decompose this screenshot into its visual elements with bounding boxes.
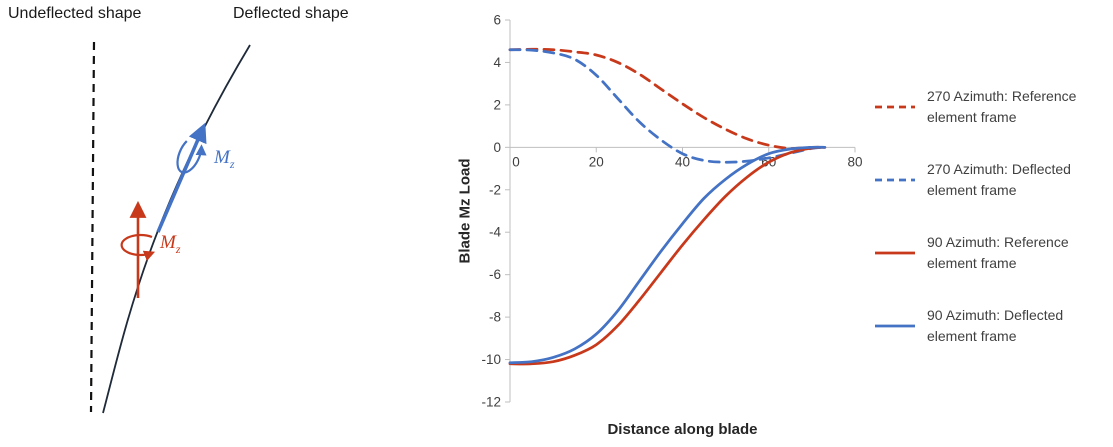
legend-item: 270 Azimuth: Deflected element frame bbox=[874, 143, 1112, 216]
x-tick-label: 0 bbox=[512, 154, 520, 169]
y-tick-label: -2 bbox=[489, 182, 501, 197]
series-line-1 bbox=[508, 47, 827, 150]
legend-label: 90 Azimuth: Reference element frame bbox=[927, 233, 1069, 271]
legend-label: 270 Azimuth: Reference element frame bbox=[927, 87, 1077, 125]
moment-label-deflected: Mz bbox=[214, 147, 235, 171]
x-tick-label: 80 bbox=[847, 154, 862, 169]
series-line-3 bbox=[508, 145, 827, 366]
y-tick-label: -6 bbox=[489, 267, 501, 282]
x-axis-title: Distance along blade bbox=[607, 421, 758, 438]
legend-key-line bbox=[875, 324, 915, 327]
x-tick-label: 20 bbox=[589, 154, 604, 169]
deflection-diagram-svg bbox=[89, 41, 251, 414]
legend-label: 90 Azimuth: Deflected element frame bbox=[927, 306, 1064, 344]
legend-item: 90 Azimuth: Reference element frame bbox=[874, 216, 1112, 289]
deflected-frame-axis-arrow bbox=[156, 122, 207, 233]
y-tick-label: 0 bbox=[493, 140, 501, 155]
series-line-2 bbox=[508, 48, 827, 164]
blue-rotation-arrow bbox=[176, 140, 207, 174]
legend-key-line bbox=[875, 178, 915, 181]
legend-key-line bbox=[875, 105, 915, 108]
y-axis-title: Blade Mz Load bbox=[456, 158, 474, 264]
legend-key-line bbox=[875, 251, 915, 254]
y-tick-label: -12 bbox=[481, 395, 501, 410]
y-tick-label: -4 bbox=[489, 225, 501, 240]
y-tick-label: 6 bbox=[493, 13, 501, 28]
chart-legend: 270 Azimuth: Reference element frame 270 … bbox=[874, 70, 1112, 362]
deflection-diagram: Undeflected shape Deflected shape Mz Mz bbox=[0, 0, 440, 447]
legend-label: 270 Azimuth: Deflected element frame bbox=[927, 160, 1071, 198]
undeflected-shape-line bbox=[89, 41, 96, 413]
deflected-shape-label: Deflected shape bbox=[233, 5, 349, 22]
y-tick-label: -8 bbox=[489, 310, 501, 325]
y-tick-label: 4 bbox=[493, 55, 501, 70]
x-tick-label: 40 bbox=[675, 154, 690, 169]
legend-item: 270 Azimuth: Reference element frame bbox=[874, 70, 1112, 143]
line-chart: -12 -10 -8 -6 -4 -2 0 2 4 6 0 20 40 60 80 Blade Mz Loa… bbox=[450, 0, 870, 447]
y-tick-label: -10 bbox=[481, 352, 501, 367]
undeflected-shape-label: Undeflected shape bbox=[8, 5, 142, 22]
moment-label-reference: Mz bbox=[160, 232, 181, 256]
red-rotation-arrow bbox=[120, 233, 156, 261]
y-tick-label: 2 bbox=[493, 97, 501, 112]
series-line-4 bbox=[508, 145, 827, 365]
legend-item: 90 Azimuth: Deflected element frame bbox=[874, 289, 1112, 362]
deflected-shape-curve bbox=[102, 44, 251, 414]
